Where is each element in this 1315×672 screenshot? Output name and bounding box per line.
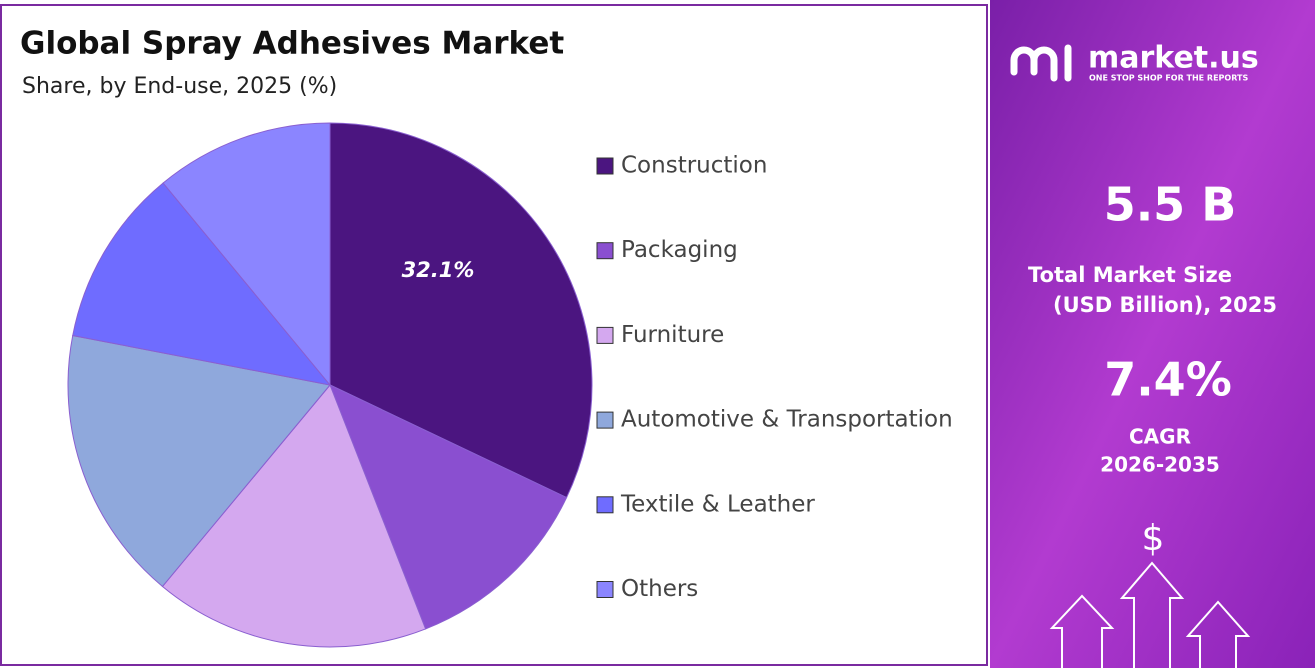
chart-title: Global Spray Adhesives Market: [20, 26, 564, 62]
market-size-unit: (USD Billion), 2025: [1053, 293, 1277, 317]
legend-swatch: [596, 242, 614, 260]
market-size-label: Total Market Size: [1028, 263, 1232, 287]
legend: Construction Packaging Furniture Automotive…: [596, 153, 953, 602]
legend-swatch: [596, 411, 614, 429]
legend-label: Construction: [621, 153, 767, 179]
pie: 32.1%: [67, 122, 593, 648]
brand: market.us: [1088, 41, 1259, 76]
legend-label: Others: [621, 576, 698, 602]
pie-slice: [329, 122, 593, 499]
data-label: 32.1%: [402, 258, 475, 282]
tagline: ONE STOP SHOP FOR THE REPORTS: [1089, 74, 1248, 83]
pie-slice: [67, 334, 331, 588]
arrows: [1049, 561, 1251, 668]
legend-swatch: [596, 157, 614, 175]
legend-label: Furniture: [621, 322, 724, 348]
legend-label: Automotive & Transportation: [621, 407, 953, 433]
legend-label: Packaging: [621, 237, 738, 263]
legend-label: Textile & Leather: [620, 491, 815, 517]
pie-slice: [161, 384, 427, 648]
legend-swatch: [596, 581, 614, 598]
cagr-period: 2026-2035: [1100, 453, 1220, 477]
pie-slice: [72, 182, 332, 386]
legend-swatch: [596, 496, 614, 514]
pie-slice: [162, 122, 331, 387]
pie-slice: [329, 384, 568, 630]
legend-swatch: [596, 326, 614, 344]
cagr-label: CAGR: [1129, 425, 1191, 449]
sidebar: [990, 0, 1315, 668]
logo-icon: [1010, 44, 1072, 82]
dollar-icon: $: [1142, 518, 1165, 559]
cagr: 7.4%: [1104, 353, 1232, 407]
market-size: 5.5 B: [1104, 178, 1237, 232]
chart-subtitle: Share, by End-use, 2025 (%): [22, 74, 337, 99]
